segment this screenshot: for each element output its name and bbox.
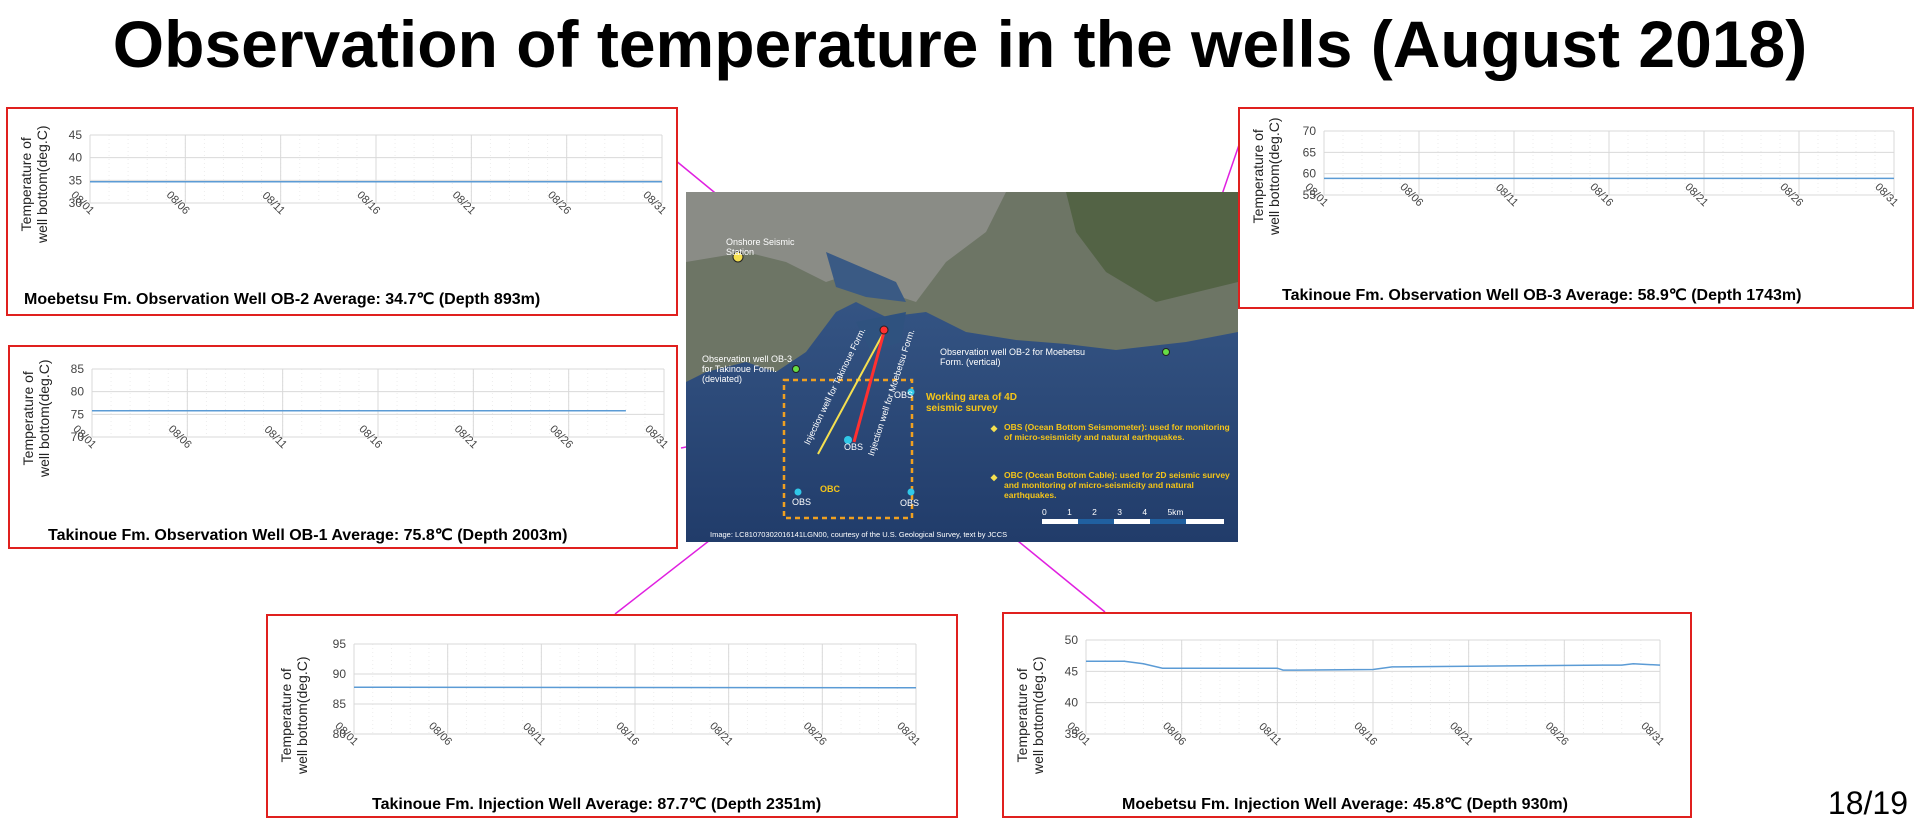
- map-label-obs-4: OBS: [894, 390, 914, 400]
- map-credit: Image: LC81070302016141LGN00, courtesy o…: [710, 530, 1008, 539]
- chart-caption: Moebetsu Fm. Observation Well OB-2 Avera…: [24, 291, 541, 308]
- chart-panel-ob1: 70 75 80 85 08/01 08/06 08/11 08/16 08/21 08/26 08…: [8, 345, 678, 549]
- map-label-obc: OBC: [820, 484, 840, 494]
- y-axis-label: Temperature of well bottom(deg.C): [278, 656, 310, 775]
- y-tick-label: 70: [1303, 124, 1317, 138]
- y-tick-label: 30: [69, 196, 83, 210]
- y-tick-label: 75: [71, 407, 85, 421]
- y-tick-label: 55: [1303, 188, 1317, 202]
- y-tick-label: 40: [1065, 696, 1079, 710]
- chart-caption: Takinoue Fm. Observation Well OB-3 Avera…: [1282, 287, 1802, 304]
- chart-panel-ob3: 55 60 65 70 08/01 08/06 08/11 08/16 08/21 08/26 08…: [1238, 107, 1914, 309]
- y-tick-label: 35: [1065, 727, 1079, 741]
- map-label-ob2: Observation well OB-2 for Moebetsu Form.…: [940, 347, 1086, 367]
- map-label-obs-3: OBS: [900, 498, 920, 508]
- site-map-image: Onshore Seismic Station Observation well…: [686, 192, 1238, 542]
- y-axis-label: Temperature of well bottom(deg.C): [18, 125, 50, 244]
- series-line: [1086, 660, 1661, 671]
- map-label-obs-1: OBS: [844, 442, 864, 452]
- y-tick-label: 60: [1303, 167, 1317, 181]
- chart-caption: Moebetsu Fm. Injection Well Average: 45.…: [1122, 796, 1568, 813]
- page-title: Observation of temperature in the wells …: [112, 7, 1808, 81]
- map-note-obc: OBC (Ocean Bottom Cable): used for 2D se…: [1004, 470, 1230, 500]
- chart-caption: Takinoue Fm. Observation Well OB-1 Avera…: [48, 527, 568, 544]
- map-label-obs-2: OBS: [792, 497, 812, 507]
- y-tick-label: 35: [69, 173, 83, 187]
- y-tick-label: 85: [71, 362, 85, 376]
- y-tick-label: 40: [69, 151, 83, 165]
- series-line: [353, 686, 917, 689]
- y-tick-label: 45: [1065, 664, 1079, 678]
- page-number: 18/19: [1827, 785, 1908, 821]
- y-tick-label: 95: [333, 637, 347, 651]
- y-tick-label: 90: [333, 667, 347, 681]
- map-graphic: [686, 192, 1238, 542]
- chart-panel-injection-moebetsu: 35 40 45 50 08/01 08/06 08/11 08/16 08/21 08/26 08…: [1002, 612, 1692, 818]
- chart-panel-injection-takinoue: 80 85 90 95 08/01 08/06 08/11 08/16 08/21 08/26 08…: [266, 614, 958, 818]
- y-axis-label: Temperature of well bottom(deg.C): [1014, 656, 1046, 775]
- y-tick-label: 80: [71, 385, 85, 399]
- y-tick-label: 65: [1303, 145, 1317, 159]
- map-note-obs: OBS (Ocean Bottom Seismometer): used for…: [1004, 422, 1230, 442]
- map-scale-label: 0 1 2 3 4 5km: [1042, 507, 1184, 517]
- chart-panel-ob2: 30 35 40 45 08/01 08/06 08/11 08/16 08/21 08/26 08…: [6, 107, 678, 316]
- map-label-working-area: Working area of 4D seismic survey: [926, 392, 1017, 414]
- map-label-ob3: Observation well OB-3 for Takinoue Form.…: [702, 354, 793, 384]
- chart-caption: Takinoue Fm. Injection Well Average: 87.…: [372, 796, 822, 813]
- y-axis-label: Temperature of well bottom(deg.C): [1250, 117, 1282, 236]
- y-axis-label: Temperature of well bottom(deg.C): [20, 359, 52, 478]
- y-tick-label: 70: [71, 430, 85, 444]
- y-tick-label: 85: [333, 697, 347, 711]
- y-tick-label: 45: [69, 128, 83, 142]
- y-tick-label: 80: [333, 727, 347, 741]
- y-tick-label: 50: [1065, 633, 1079, 647]
- map-label-onshore: Onshore Seismic Station: [726, 237, 795, 257]
